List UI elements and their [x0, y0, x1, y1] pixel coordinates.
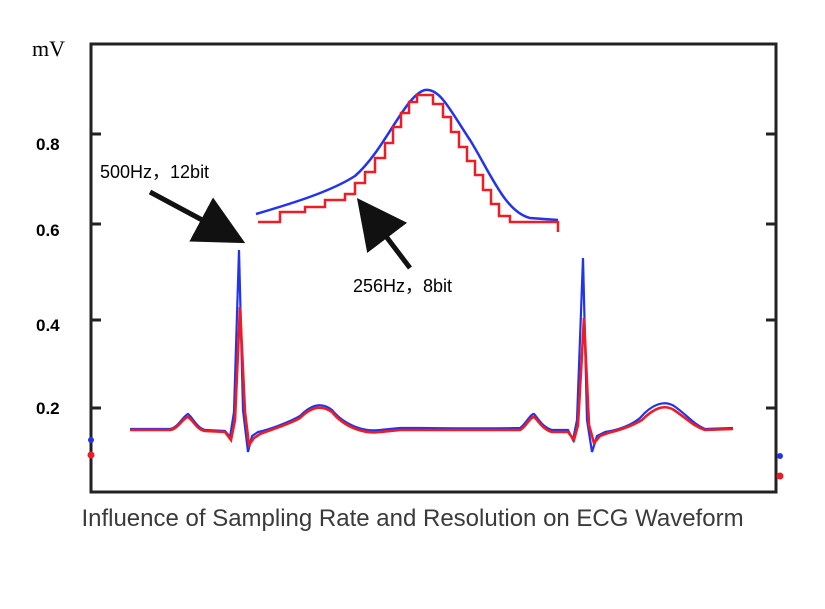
- chart-caption: Influence of Sampling Rate and Resolutio…: [81, 505, 744, 532]
- y-tick-label-0.8: 0.8: [36, 135, 60, 154]
- left-marker-blue: [88, 437, 94, 443]
- ecg-trace-256hz: [130, 306, 734, 449]
- left-marker-red: [87, 451, 95, 459]
- y-tick-label-0.6: 0.6: [36, 221, 60, 240]
- annotation-500hz-label: 500Hz，12bit: [100, 162, 209, 182]
- annotation-256hz-label: 256Hz，8bit: [353, 276, 452, 296]
- arrow-256hz: [356, 198, 412, 270]
- right-marker-blue: [777, 453, 783, 459]
- plot-frame: [89, 42, 778, 494]
- ecg-chart: 0.8 0.6 0.4 0.2 mV 500Hz，12bit 256Hz，8bi…: [32, 36, 784, 494]
- inset-curve-500hz: [255, 88, 559, 222]
- y-tick-label-0.4: 0.4: [36, 316, 60, 335]
- y-axis-unit: mV: [32, 36, 65, 61]
- y-tick-label-0.2: 0.2: [36, 399, 60, 418]
- arrow-500hz: [148, 189, 246, 244]
- right-marker-red: [776, 472, 784, 480]
- inset-staircase-256hz: [258, 93, 560, 232]
- y-ticks: [91, 132, 776, 410]
